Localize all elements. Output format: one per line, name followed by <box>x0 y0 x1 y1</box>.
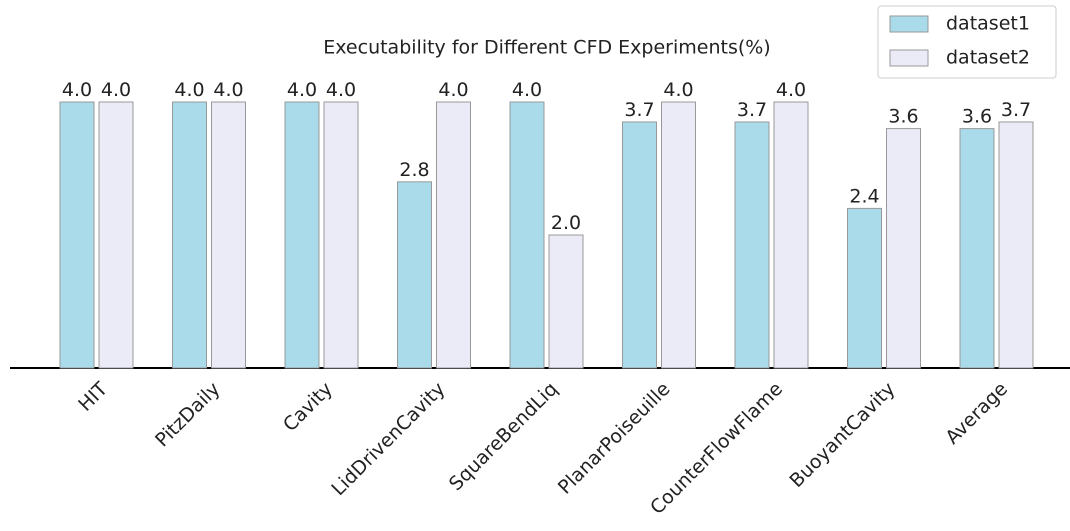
chart-title: Executability for Different CFD Experime… <box>323 37 770 59</box>
legend-label: dataset2 <box>946 47 1030 69</box>
value-label: 4.0 <box>287 79 317 101</box>
value-label: 4.0 <box>213 79 243 101</box>
value-label: 4.0 <box>174 79 204 101</box>
value-label: 3.6 <box>888 106 918 128</box>
value-label: 3.7 <box>737 99 767 121</box>
value-label: 4.0 <box>512 79 542 101</box>
x-tick-label: BuoyantCavity <box>786 378 900 492</box>
bar <box>509 101 545 369</box>
bar <box>323 101 359 369</box>
legend-swatch <box>889 49 929 67</box>
x-tick-label: PlanarPoiseuille <box>554 378 675 499</box>
value-label: 2.8 <box>399 159 429 181</box>
value-label: 4.0 <box>663 79 693 101</box>
x-tick-label: Average <box>941 378 1012 449</box>
legend-label: dataset1 <box>946 13 1030 35</box>
bar <box>59 101 95 369</box>
bar <box>773 101 809 369</box>
value-label: 3.7 <box>624 99 654 121</box>
x-tick-label: PitzDaily <box>151 378 224 451</box>
value-label: 4.0 <box>438 79 468 101</box>
value-label: 4.0 <box>62 79 92 101</box>
bar <box>886 128 921 369</box>
value-label: 3.7 <box>1001 99 1031 121</box>
value-label: 4.0 <box>776 79 806 101</box>
legend-swatch <box>889 15 929 33</box>
value-label: 4.0 <box>326 79 356 101</box>
x-tick-label: LidDrivenCavity <box>327 378 449 500</box>
bar <box>397 181 432 369</box>
bar <box>548 234 584 369</box>
bar <box>847 207 882 369</box>
bar <box>959 128 995 369</box>
value-label: 2.0 <box>551 212 581 234</box>
bar <box>734 121 770 369</box>
bar <box>172 101 207 369</box>
bar <box>661 101 696 369</box>
bar <box>998 121 1034 369</box>
bar <box>436 101 471 369</box>
x-tick-label: HIT <box>74 378 112 416</box>
value-label: 2.4 <box>849 185 879 207</box>
value-label: 4.0 <box>101 79 131 101</box>
bar <box>622 121 657 369</box>
x-tick-label: Cavity <box>279 378 337 436</box>
x-tick-label: SquareBendLiq <box>445 378 562 495</box>
bar <box>211 101 246 369</box>
bar <box>284 101 320 369</box>
bar <box>98 101 134 369</box>
value-label: 3.6 <box>962 106 992 128</box>
